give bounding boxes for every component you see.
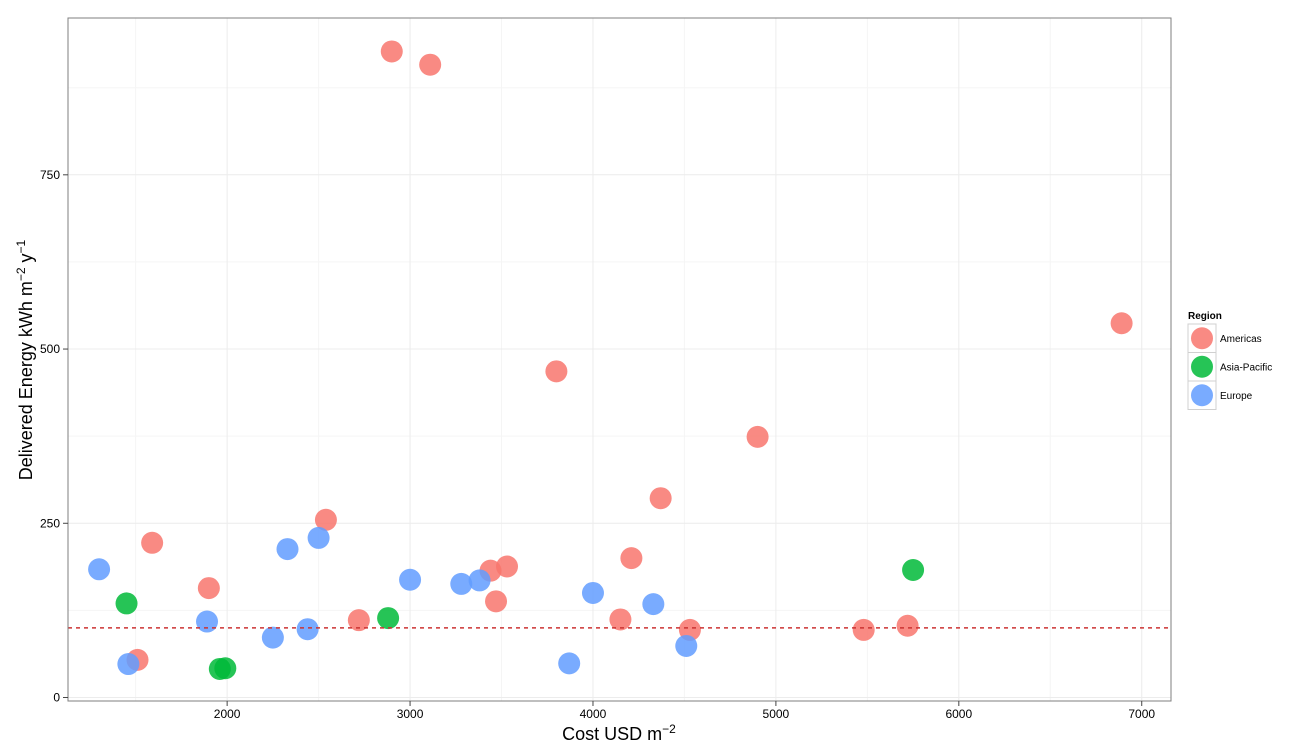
data-point	[377, 607, 400, 630]
x-axis-title: Cost USD m−2	[562, 722, 676, 744]
data-point	[196, 610, 219, 633]
legend-swatch	[1191, 355, 1213, 378]
x-axis: 2000 3000 4000 5000 6000 7000	[214, 701, 1155, 721]
legend-label: Americas	[1220, 334, 1262, 345]
data-point	[88, 558, 111, 581]
legend-title: Region	[1188, 311, 1222, 322]
data-point	[296, 618, 319, 641]
panel-background	[68, 18, 1171, 701]
x-tick-label: 7000	[1128, 707, 1155, 721]
data-point	[620, 547, 643, 570]
panel-border	[67, 17, 1172, 702]
legend-label: Asia-Pacific	[1220, 363, 1272, 374]
x-tick-label: 6000	[945, 707, 972, 721]
data-point	[276, 538, 299, 561]
y-axis-title: Delivered Energy kWh m−2 y−1	[14, 239, 36, 480]
data-point	[1110, 312, 1133, 335]
data-point	[307, 526, 330, 549]
data-point	[558, 652, 581, 675]
legend-swatch	[1191, 327, 1213, 350]
y-tick-label: 250	[40, 516, 60, 530]
data-point	[609, 608, 632, 631]
x-tick-label: 2000	[214, 707, 241, 721]
data-point	[117, 653, 140, 676]
x-tick-label: 4000	[580, 707, 607, 721]
y-tick-label: 0	[53, 691, 60, 705]
y-tick-label: 750	[40, 168, 60, 182]
data-point	[314, 508, 337, 531]
data-point	[380, 40, 403, 63]
data-point	[496, 555, 519, 578]
data-point	[852, 618, 875, 641]
data-point	[197, 577, 220, 600]
data-point	[419, 53, 442, 76]
data-point	[675, 634, 698, 657]
data-point	[485, 590, 508, 613]
data-point	[347, 609, 370, 632]
legend-items: Americas Asia-Pacific Europe	[1187, 323, 1272, 410]
data-point	[399, 568, 422, 591]
x-tick-label: 5000	[763, 707, 790, 721]
data-point	[545, 360, 568, 383]
data-point	[746, 425, 769, 448]
data-point	[902, 558, 925, 581]
legend-swatch	[1191, 384, 1213, 407]
data-point	[642, 593, 665, 616]
legend-label: Europe	[1220, 391, 1253, 402]
data-point	[468, 569, 491, 592]
y-tick-label: 500	[40, 342, 60, 356]
y-axis: 0 250 500 750	[40, 168, 68, 705]
minor-grid	[68, 18, 1171, 701]
x-axis-title-superscript: −2	[662, 722, 676, 736]
data-point	[896, 614, 919, 637]
data-point	[115, 592, 138, 615]
y-axis-title-sup-2: −1	[14, 239, 28, 253]
data-point	[141, 531, 164, 554]
data-point	[649, 487, 672, 510]
data-points	[88, 40, 1133, 680]
legend: Region Americas Asia-Pacific Europe	[1187, 311, 1272, 410]
data-point	[208, 657, 231, 680]
data-point	[450, 572, 473, 595]
data-point	[581, 581, 604, 604]
x-tick-label: 3000	[397, 707, 424, 721]
y-axis-title-sup-1: −2	[14, 267, 28, 281]
data-point	[261, 626, 284, 649]
